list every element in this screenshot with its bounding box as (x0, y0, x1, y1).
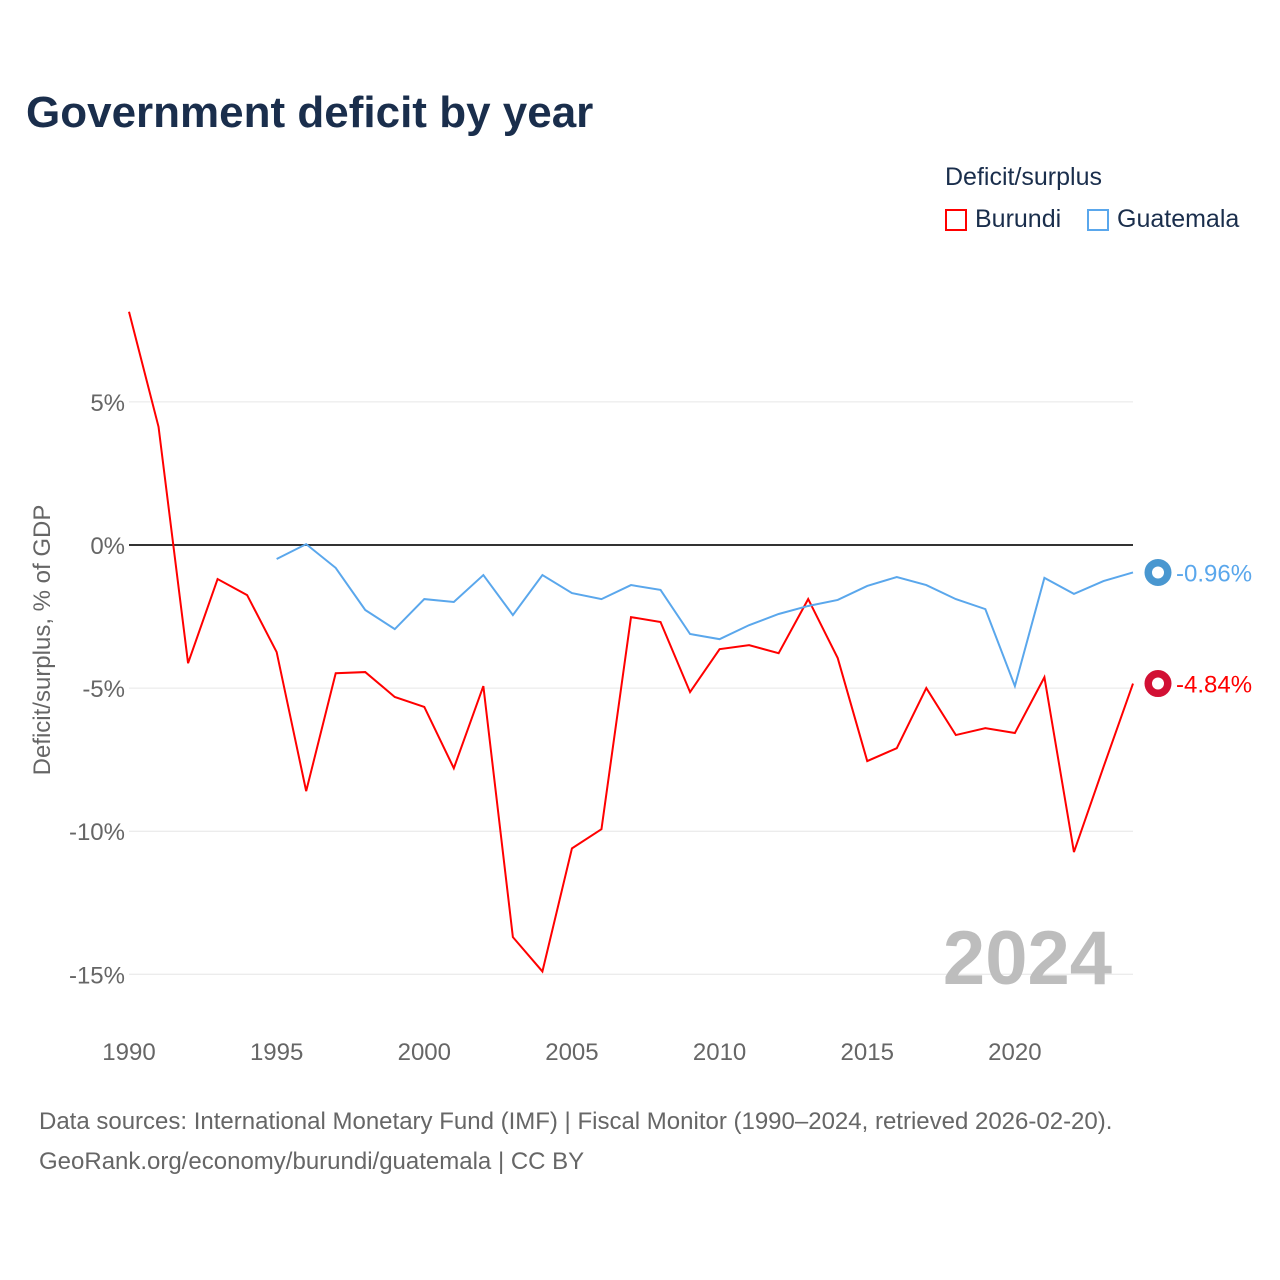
series-line-burundi (128, 311, 1134, 974)
y-tick-label: 0% (90, 533, 125, 560)
series-line-guatemala (276, 542, 1134, 690)
x-tick-label: 1990 (102, 1039, 155, 1066)
end-value-label: -0.96% (1176, 560, 1252, 587)
x-tick-label: 2010 (693, 1039, 746, 1066)
credit-text: GeoRank.org/economy/burundi/guatemala | … (39, 1148, 585, 1175)
flag-emblem-icon (1152, 677, 1164, 690)
y-axis-label: Deficit/surplus, % of GDP (29, 505, 56, 776)
year-watermark: 2024 (943, 916, 1112, 1001)
legend-item-guatemala[interactable]: Guatemala (1087, 205, 1239, 234)
legend-swatch (945, 208, 967, 231)
legend-title: Deficit/surplus (945, 163, 1102, 191)
y-tick-label: 5% (90, 390, 125, 417)
chart-title: Government deficit by year (26, 88, 594, 137)
x-tick-label: 2020 (988, 1039, 1041, 1066)
x-tick-label: 2000 (398, 1039, 451, 1066)
legend-label: Burundi (975, 205, 1062, 233)
legend-swatch (1087, 208, 1109, 231)
x-tick-label: 2005 (545, 1039, 598, 1066)
x-tick-label: 1995 (250, 1039, 303, 1066)
flag-emblem-icon (1152, 566, 1164, 579)
y-tick-label: -5% (82, 676, 125, 703)
legend-label: Guatemala (1117, 205, 1240, 233)
y-tick-label: -15% (69, 962, 125, 989)
y-tick-label: -10% (69, 819, 125, 846)
end-value-label: -4.84% (1176, 672, 1252, 699)
legend-item-burundi[interactable]: Burundi (945, 205, 1061, 234)
source-text: Data sources: International Monetary Fun… (39, 1108, 1113, 1135)
x-tick-label: 2015 (841, 1039, 894, 1066)
